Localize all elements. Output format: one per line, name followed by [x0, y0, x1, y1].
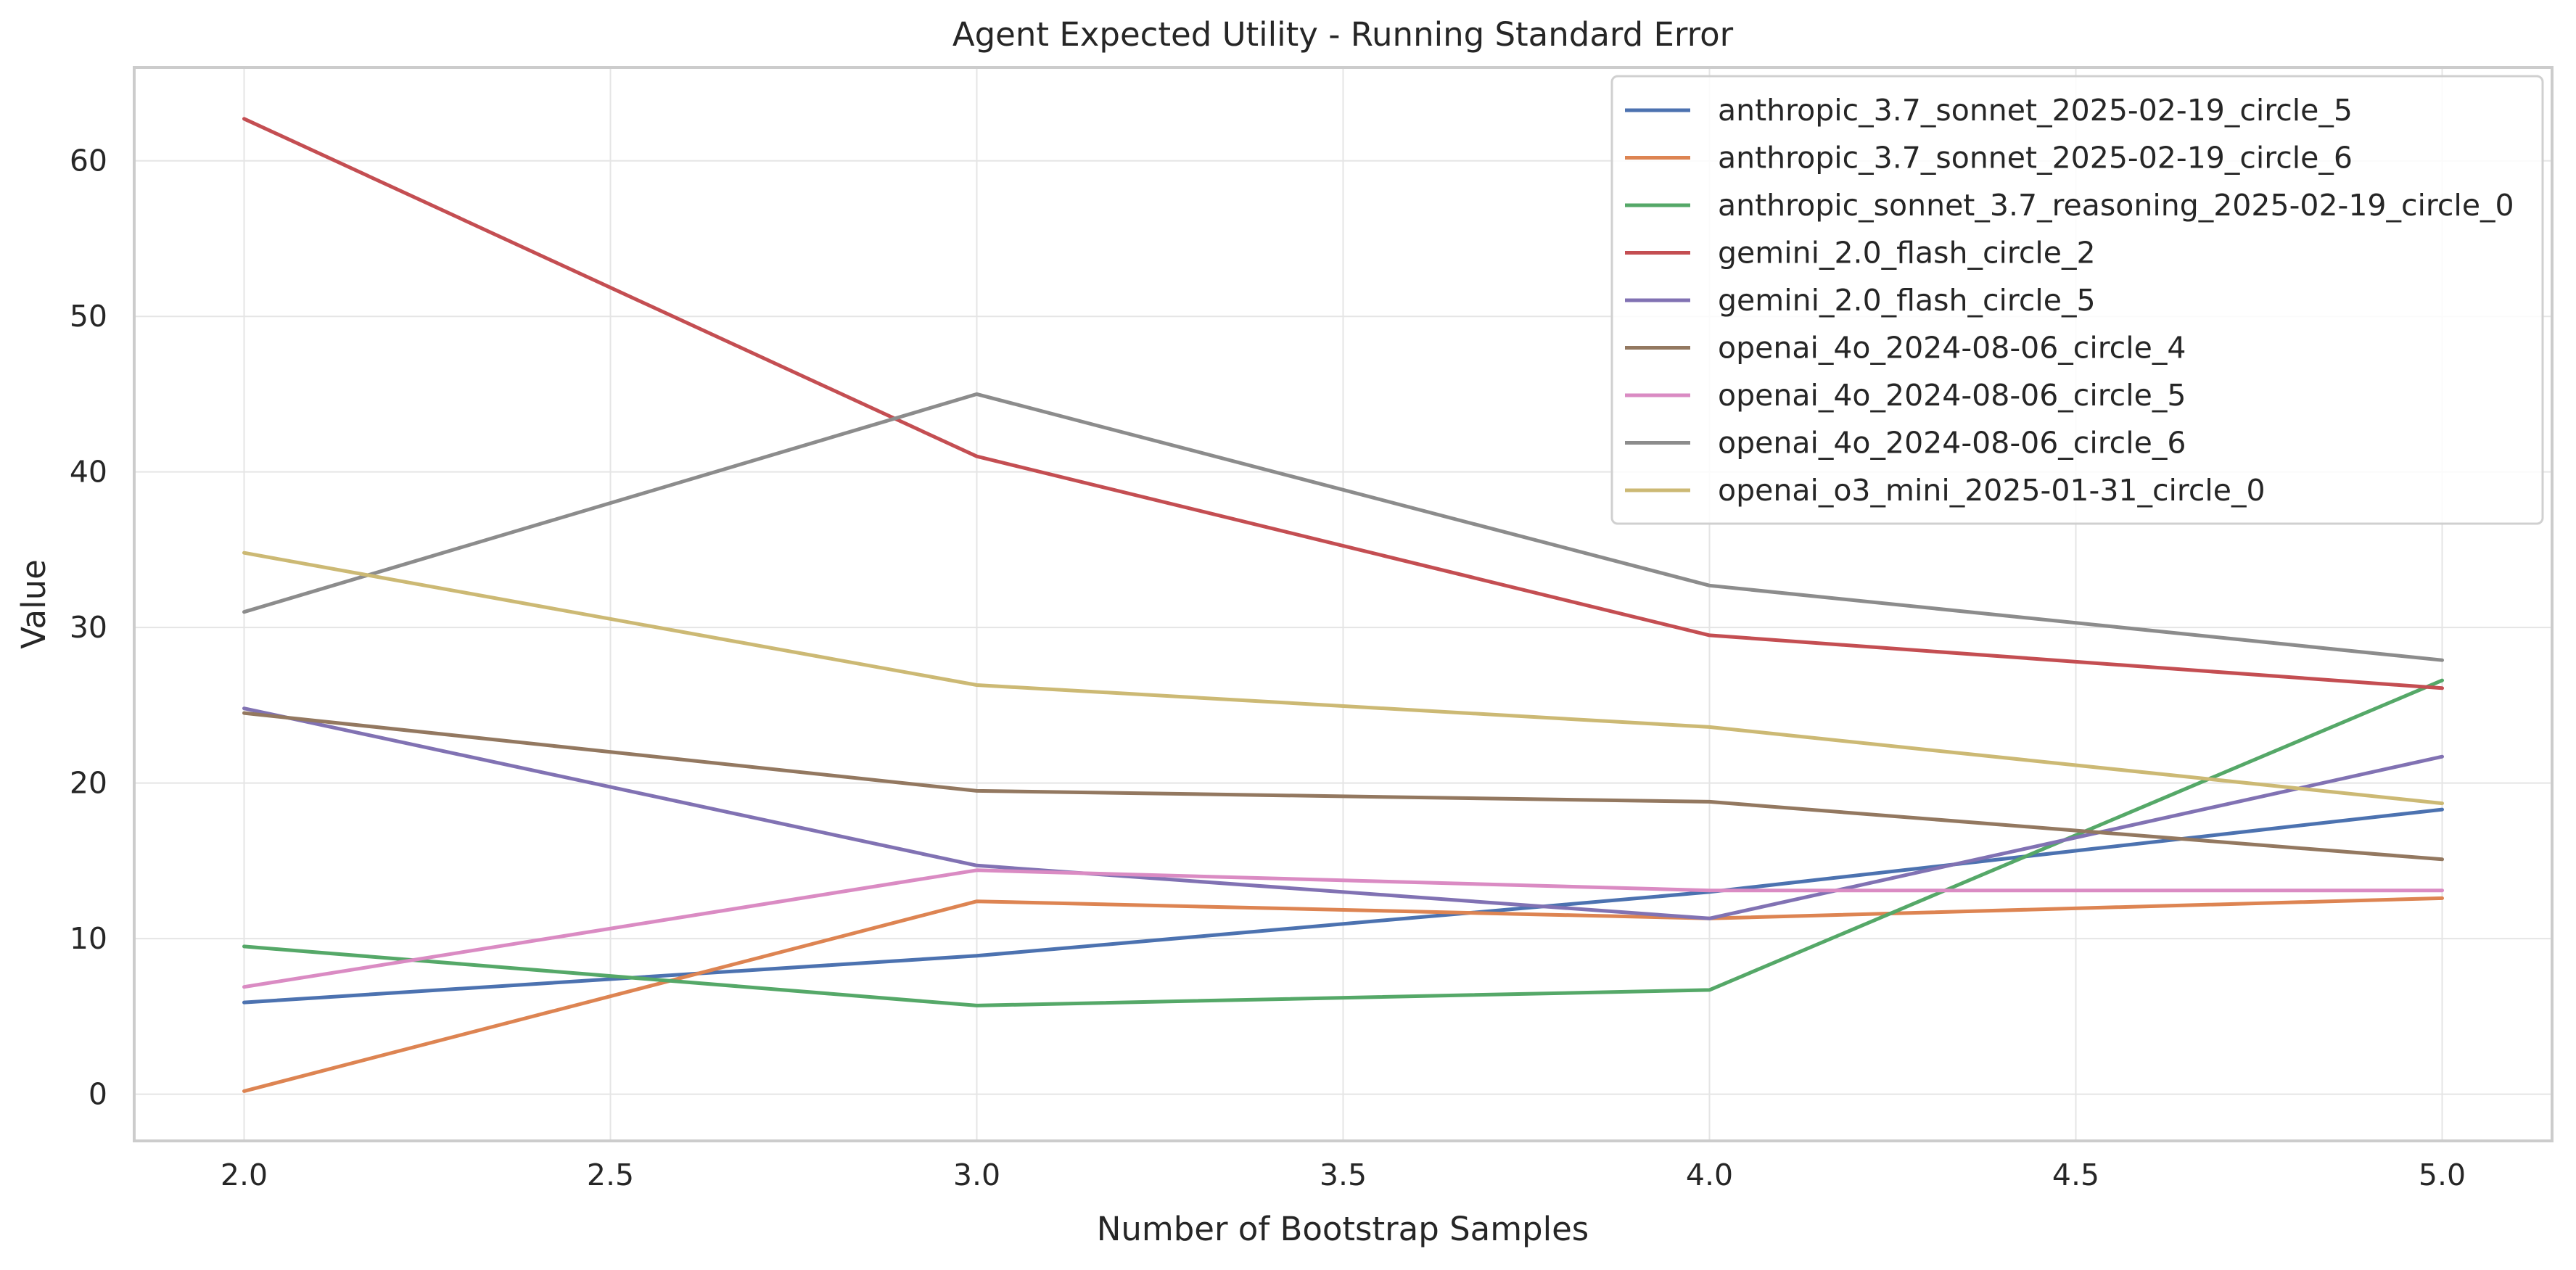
y-tick-label: 10 — [70, 921, 107, 956]
plot-frame — [133, 66, 2554, 1142]
x-tick-label: 4.5 — [2052, 1158, 2099, 1192]
y-tick-label: 60 — [70, 144, 107, 178]
y-tick-label: 40 — [70, 455, 107, 490]
series-line — [242, 551, 2444, 806]
legend-entry: gemini_2.0_flash_circle_2 — [1718, 236, 2096, 271]
y-tick-label: 30 — [70, 610, 107, 645]
series-line — [242, 706, 2444, 920]
legend-box — [1610, 75, 2544, 525]
x-axis-label: Number of Bootstrap Samples — [1097, 1210, 1589, 1248]
series-line — [242, 896, 2444, 1093]
y-tick-label: 0 — [89, 1077, 107, 1112]
legend: anthropic_3.7_sonnet_2025-02-19_circle_5… — [1610, 75, 2544, 525]
tick-labels: 2.0 2.5 3.0 3.5 4.0 4.5 5.0 0 10 20 30 40 50 60 — [70, 144, 2466, 1192]
legend-entry: openai_4o_2024-08-06_circle_6 — [1718, 426, 2186, 461]
series-line — [242, 678, 2444, 1007]
legend-entry: anthropic_3.7_sonnet_2025-02-19_circle_5 — [1718, 93, 2353, 128]
y-tick-label: 50 — [70, 299, 107, 334]
legend-entry: openai_4o_2024-08-06_circle_5 — [1718, 378, 2186, 413]
series-line — [242, 392, 2444, 662]
y-tick-label: 20 — [70, 766, 107, 801]
series-line — [242, 117, 2444, 690]
series-line — [242, 868, 2444, 989]
legend-entry: openai_4o_2024-08-06_circle_4 — [1718, 331, 2186, 366]
y-axis-label: Value — [15, 559, 53, 649]
x-tick-label: 3.0 — [953, 1158, 1000, 1192]
legend-entry: openai_o3_mini_2025-01-31_circle_0 — [1718, 473, 2266, 508]
x-tick-label: 2.0 — [221, 1158, 268, 1192]
x-tick-label: 2.5 — [587, 1158, 634, 1192]
x-tick-label: 5.0 — [2419, 1158, 2466, 1192]
legend-entry: gemini_2.0_flash_circle_5 — [1718, 283, 2096, 318]
x-tick-label: 3.5 — [1320, 1158, 1367, 1192]
series-line — [242, 711, 2444, 862]
series-lines — [242, 117, 2444, 1093]
legend-entry: anthropic_3.7_sonnet_2025-02-19_circle_6 — [1718, 141, 2353, 176]
chart-title: Agent Expected Utility - Running Standar… — [952, 15, 1734, 54]
x-tick-label: 4.0 — [1686, 1158, 1733, 1192]
legend-entry: anthropic_sonnet_3.7_reasoning_2025-02-1… — [1718, 188, 2514, 223]
series-line — [242, 807, 2444, 1005]
